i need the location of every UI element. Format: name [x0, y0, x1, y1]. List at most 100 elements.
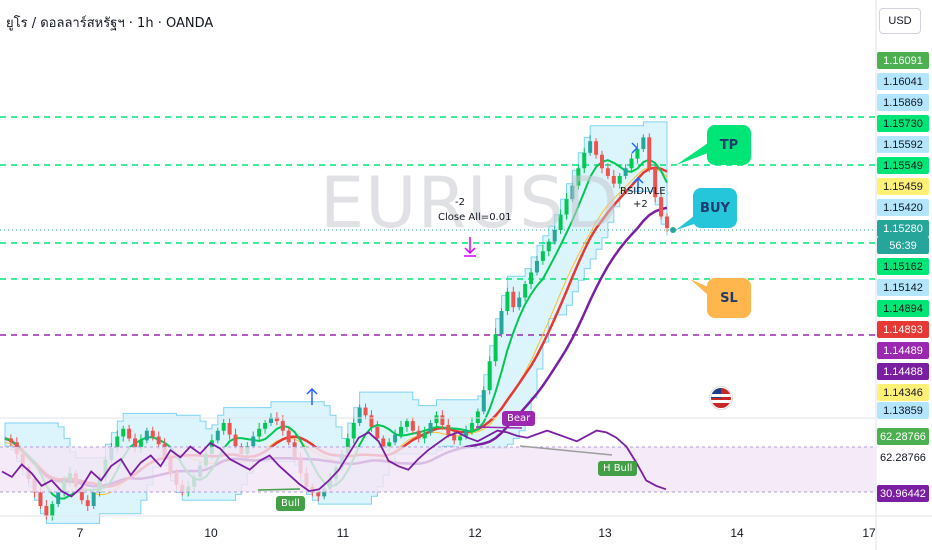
candle-body	[588, 141, 593, 153]
candle-body	[227, 423, 232, 435]
price-tag: 1.14893	[877, 321, 929, 338]
candle-body	[85, 500, 90, 506]
date-tick: 13	[598, 526, 612, 540]
rsi-bear-badge: Bear	[502, 411, 536, 426]
candle-body	[410, 421, 415, 431]
candle-body	[156, 436, 161, 445]
candle-body	[375, 426, 380, 439]
buy-label: BUY	[700, 200, 730, 216]
us-flag-icon[interactable]	[710, 387, 732, 409]
candle-body	[399, 426, 404, 435]
buy-arrow-marker	[306, 387, 318, 405]
candle-body	[79, 486, 84, 501]
candle-body	[369, 415, 374, 427]
candle-body	[440, 415, 445, 425]
candle-body	[127, 428, 132, 439]
candle-body	[499, 311, 504, 335]
candle-body	[552, 230, 557, 242]
candle-body	[629, 158, 634, 169]
candle-body	[133, 438, 138, 449]
candle-body	[345, 438, 350, 454]
price-tag: 1.15592	[877, 136, 929, 153]
candle-body	[534, 260, 539, 273]
candle-body	[605, 168, 610, 176]
candle-body	[647, 137, 652, 169]
rsi-line	[1, 429, 667, 498]
rsi-band	[0, 447, 876, 492]
candle-body	[150, 430, 155, 437]
price-tag: 1.15869	[877, 94, 929, 111]
price-tag: 1.16091	[877, 52, 929, 69]
candle-body	[464, 430, 469, 437]
candle-body	[635, 148, 640, 159]
sl-callout-pointer	[690, 279, 708, 295]
tp-callout: TP	[707, 125, 751, 165]
candle-body	[623, 168, 628, 176]
buy-callout: BUY	[693, 188, 737, 228]
candle-body	[44, 505, 49, 516]
candle-body	[115, 436, 120, 449]
price-tag: 1.15549	[877, 157, 929, 174]
candle-body	[381, 438, 386, 447]
candle-body	[469, 423, 474, 431]
price-tag: 1.16041	[877, 73, 929, 90]
candle-body	[611, 175, 616, 184]
candle-body	[263, 423, 268, 429]
candle-body	[582, 152, 587, 169]
candle-body	[517, 297, 522, 308]
rsi-divergence-label: RSIDIVLE	[620, 186, 666, 197]
candle-body	[280, 421, 285, 431]
candle-body	[594, 141, 599, 155]
candle-body	[121, 428, 126, 437]
candle-body	[251, 436, 256, 447]
candle-body	[357, 407, 362, 423]
rsi-tag: 30.96442	[877, 485, 929, 502]
date-tick: 12	[468, 526, 482, 540]
candle-body	[286, 430, 291, 443]
candle-body	[387, 442, 392, 447]
date-tick: 14	[730, 526, 744, 540]
price-tag: 1.14346	[877, 384, 929, 401]
price-tag: 1.14488	[877, 363, 929, 380]
price-tag: 1.15420	[877, 199, 929, 216]
buy-callout-pointer	[676, 216, 694, 230]
candle-body	[8, 438, 13, 443]
date-tick: 11	[336, 526, 350, 540]
candle-body	[665, 216, 669, 229]
candle-body	[274, 417, 279, 422]
candle-body	[56, 492, 61, 505]
candle-body	[434, 415, 439, 423]
candle-body	[138, 440, 143, 449]
candle-body	[511, 291, 516, 308]
candle-body	[38, 492, 43, 506]
donchian-channel	[4, 121, 668, 524]
candle-body	[659, 197, 664, 217]
currency-button[interactable]: USD	[879, 8, 921, 34]
candle-body	[546, 241, 551, 252]
candle-body	[316, 492, 321, 497]
buy-arrow-marker	[632, 176, 644, 194]
candle-body	[268, 417, 273, 423]
candle-body	[221, 423, 226, 431]
candle-body	[570, 185, 575, 200]
candle-body	[653, 168, 658, 198]
candle-body	[233, 434, 238, 447]
close-all-label: Close All=0.01	[438, 212, 512, 223]
price-tag: 1.15459	[877, 178, 929, 195]
price-tag: 1.15730	[877, 115, 929, 132]
price-tag: 1.15142	[877, 279, 929, 296]
date-tick: 10	[204, 526, 218, 540]
candle-body	[416, 430, 421, 439]
symbol-title[interactable]: ยูโร / ดอลลาร์สหรัฐฯ · 1h · OANDA	[6, 16, 214, 31]
candle-body	[487, 361, 492, 391]
rsi-divergence-count: +2	[633, 199, 648, 210]
date-tick: 17	[862, 526, 876, 540]
candle-body	[475, 411, 480, 423]
candle-body	[529, 272, 534, 285]
rsi-bull-badge: Bull	[276, 496, 305, 511]
close-all-count: -2	[455, 197, 465, 208]
rsi-tag: 62.28766	[877, 428, 929, 445]
candle-body	[351, 423, 356, 439]
candle-body	[144, 430, 149, 441]
